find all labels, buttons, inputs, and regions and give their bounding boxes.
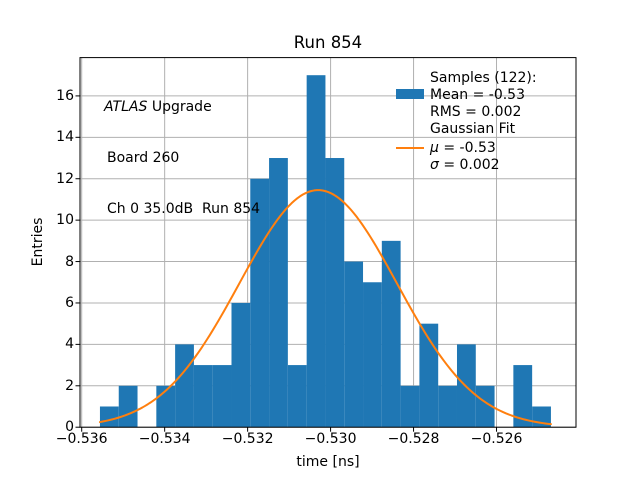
histogram-bar <box>156 385 176 428</box>
histogram-bar <box>381 240 401 428</box>
legend-rms: RMS = 0.002 <box>430 104 522 120</box>
axes-spines <box>79 57 577 428</box>
histogram-bar <box>475 385 495 428</box>
annotation-line-1: ATLAS Upgrade <box>104 99 260 116</box>
histogram-bar <box>325 158 345 428</box>
y-tick-label: 4 <box>65 336 74 353</box>
legend-mu-symbol: μ <box>430 140 439 156</box>
legend-mean: Mean = -0.53 <box>430 87 525 103</box>
legend-sigma-symbol: σ <box>430 157 439 173</box>
y-tick-label: 16 <box>56 87 74 104</box>
y-tick-label: 2 <box>65 377 74 394</box>
histogram-bar <box>99 406 119 428</box>
axis-ticks <box>75 95 498 432</box>
x-tick-label: −0.528 <box>387 431 440 447</box>
histogram-bar <box>269 158 288 428</box>
x-axis-label: time [ns] <box>296 454 360 470</box>
histogram-bar <box>212 365 232 428</box>
legend-sigma: σ = 0.002 <box>430 157 500 173</box>
annotation-upgrade: Upgrade <box>147 99 212 115</box>
histogram-bar <box>438 385 457 428</box>
annotation-line-2: Board 260 <box>107 150 180 166</box>
y-tick-label: 0 <box>65 419 74 436</box>
y-tick-label: 14 <box>56 129 74 146</box>
x-tick-label: −0.536 <box>55 431 108 447</box>
legend-mu-value: = -0.53 <box>438 140 496 156</box>
annotation-atlas: ATLAS <box>104 99 148 115</box>
legend-samples-swatch <box>396 89 424 99</box>
legend-sigma-value: = 0.002 <box>438 157 500 173</box>
histogram-bar <box>118 385 138 428</box>
x-tick-label: −0.526 <box>470 431 523 447</box>
x-tick-label: −0.530 <box>304 431 357 447</box>
histogram-bar <box>175 344 194 428</box>
chart-title: Run 854 <box>293 33 363 52</box>
x-tick-label: −0.534 <box>138 431 191 447</box>
x-tick-label: −0.532 <box>221 431 274 447</box>
histogram-bar <box>344 261 364 428</box>
histogram-bar <box>419 323 439 428</box>
histogram-bar <box>287 365 307 428</box>
legend-samples-header: Samples (122): <box>430 70 537 86</box>
legend-fit-header: Gaussian Fit <box>430 121 516 137</box>
histogram-bar <box>400 385 420 428</box>
plot-annotation: ATLAS Upgrade Board 260 Ch 0 35.0dB Run … <box>104 65 260 252</box>
histogram-bar <box>513 365 533 428</box>
histogram-bar <box>231 302 251 428</box>
gaussian-curve <box>98 189 552 426</box>
histogram-bar <box>306 75 326 428</box>
annotation-line-3: Ch 0 35.0dB Run 854 <box>107 201 261 217</box>
histogram-bar <box>363 282 382 428</box>
legend-mu: μ = -0.53 <box>430 140 496 156</box>
y-tick-label: 6 <box>65 294 74 311</box>
y-tick-label: 8 <box>65 253 74 270</box>
histogram-bar <box>193 365 213 428</box>
y-tick-label: 12 <box>56 170 74 187</box>
y-tick-label: 10 <box>56 212 74 229</box>
